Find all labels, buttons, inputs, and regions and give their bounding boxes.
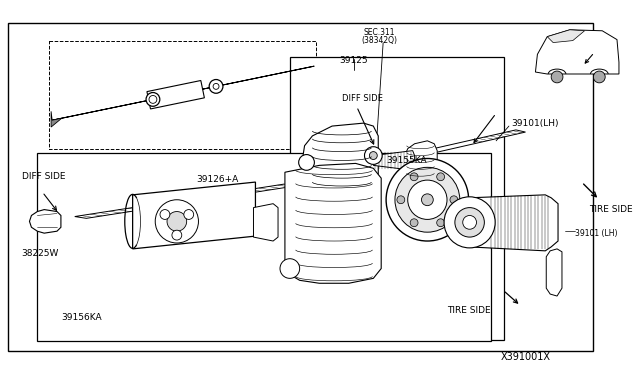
Polygon shape	[51, 111, 62, 127]
Polygon shape	[132, 182, 255, 249]
Circle shape	[444, 197, 495, 248]
Text: 39101(LH): 39101(LH)	[511, 119, 558, 128]
Circle shape	[213, 83, 219, 89]
Circle shape	[209, 80, 223, 93]
Polygon shape	[285, 163, 381, 283]
Text: 39155KA: 39155KA	[386, 155, 427, 164]
Text: 39156KA: 39156KA	[61, 313, 102, 322]
Polygon shape	[404, 141, 437, 180]
Text: TIRE SIDE: TIRE SIDE	[447, 306, 491, 315]
Polygon shape	[547, 30, 584, 42]
Circle shape	[149, 96, 157, 103]
Circle shape	[551, 71, 563, 83]
Circle shape	[369, 152, 377, 160]
Circle shape	[395, 167, 460, 232]
Circle shape	[410, 219, 418, 227]
Text: DIFF SIDE: DIFF SIDE	[342, 94, 383, 103]
Circle shape	[436, 219, 445, 227]
Polygon shape	[303, 123, 378, 192]
Polygon shape	[470, 195, 558, 251]
Text: 39126+A: 39126+A	[196, 175, 239, 184]
Circle shape	[397, 196, 404, 204]
Polygon shape	[75, 184, 296, 218]
Circle shape	[408, 180, 447, 219]
Polygon shape	[547, 249, 562, 296]
Polygon shape	[408, 130, 525, 157]
Text: TIRE SIDE: TIRE SIDE	[589, 205, 633, 214]
Text: SEC.311: SEC.311	[364, 28, 395, 37]
Circle shape	[146, 93, 160, 106]
Circle shape	[184, 209, 194, 219]
Circle shape	[455, 208, 484, 237]
Text: 39125: 39125	[339, 56, 367, 65]
Circle shape	[156, 200, 198, 243]
Circle shape	[299, 154, 314, 170]
Polygon shape	[29, 209, 61, 233]
Circle shape	[436, 173, 445, 181]
Polygon shape	[52, 66, 314, 120]
Polygon shape	[147, 80, 204, 109]
Bar	[8, 23, 593, 351]
Text: 38225W: 38225W	[22, 249, 59, 258]
Polygon shape	[536, 30, 619, 74]
Circle shape	[450, 196, 458, 204]
Circle shape	[160, 209, 170, 219]
Circle shape	[463, 215, 477, 229]
Circle shape	[422, 194, 433, 206]
Bar	[37, 153, 492, 341]
Text: X391001X: X391001X	[501, 352, 551, 362]
Circle shape	[593, 71, 605, 83]
Text: DIFF SIDE: DIFF SIDE	[22, 172, 65, 181]
Circle shape	[280, 259, 300, 278]
Text: 39101 (LH): 39101 (LH)	[575, 229, 617, 238]
Circle shape	[365, 147, 382, 164]
Bar	[290, 57, 504, 340]
Bar	[49, 41, 316, 149]
Circle shape	[410, 173, 418, 181]
Polygon shape	[253, 204, 278, 241]
Polygon shape	[373, 151, 415, 170]
Circle shape	[386, 158, 468, 241]
Circle shape	[172, 230, 182, 240]
Text: (38342Q): (38342Q)	[362, 36, 397, 45]
Circle shape	[167, 212, 187, 231]
